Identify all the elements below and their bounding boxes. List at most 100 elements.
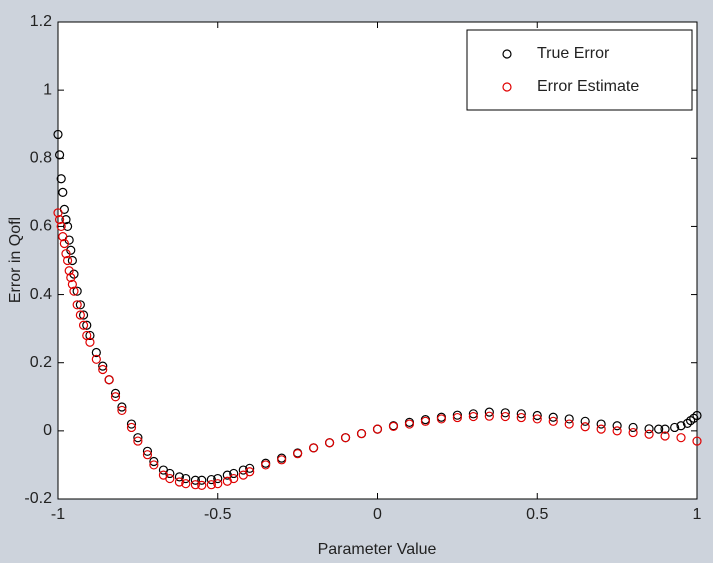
data-point	[85, 330, 95, 341]
data-point	[75, 310, 85, 320]
x-tick-label: -0.5	[204, 506, 232, 523]
data-point	[165, 473, 175, 484]
data-point	[78, 310, 89, 320]
data-point	[66, 272, 76, 283]
data-point	[58, 187, 68, 197]
data-point	[206, 474, 216, 485]
data-point	[644, 424, 654, 434]
y-tick-label: 0.6	[30, 218, 52, 235]
legend-marker	[502, 49, 512, 59]
data-point	[484, 411, 494, 421]
data-point	[564, 414, 574, 424]
x-tick-label: 0.5	[526, 506, 548, 523]
data-point	[245, 463, 255, 473]
legend-marker	[502, 82, 512, 92]
data-point	[61, 249, 71, 259]
data-point	[660, 431, 670, 441]
data-point	[388, 421, 399, 432]
data-point	[468, 409, 478, 419]
data-point	[420, 416, 431, 426]
data-point	[142, 446, 153, 456]
data-point	[452, 410, 462, 420]
data-point	[654, 424, 664, 434]
data-point	[142, 450, 153, 460]
data-point	[62, 255, 73, 266]
data-point	[229, 473, 239, 484]
data-point	[692, 410, 702, 421]
data-point	[133, 436, 143, 446]
data-point	[628, 422, 638, 433]
data-point	[174, 472, 185, 482]
data-point	[53, 129, 63, 140]
data-point	[660, 424, 670, 434]
data-point	[682, 418, 693, 428]
data-point	[548, 412, 558, 422]
data-point	[64, 266, 74, 276]
data-point	[689, 413, 699, 423]
data-point	[261, 460, 271, 470]
data-point	[62, 221, 73, 232]
data-point	[676, 433, 686, 443]
data-point	[293, 449, 303, 459]
data-point	[628, 427, 638, 438]
data-point	[165, 468, 175, 479]
data-point	[98, 364, 108, 375]
data-point	[340, 433, 351, 443]
y-tick-label: 1.2	[30, 13, 52, 30]
data-point	[149, 460, 159, 470]
data-point	[404, 419, 415, 429]
data-point	[564, 419, 574, 429]
data-point	[676, 421, 686, 431]
data-point	[67, 255, 77, 266]
data-point	[372, 424, 383, 434]
data-point	[85, 337, 95, 347]
data-point	[245, 467, 255, 477]
data-point	[213, 479, 223, 489]
data-point	[596, 419, 606, 429]
y-tick-label: 0.4	[30, 286, 52, 303]
data-point	[670, 422, 680, 433]
y-tick-label: 0	[43, 422, 52, 439]
data-point	[356, 428, 367, 439]
data-point	[692, 436, 702, 446]
data-point	[56, 221, 66, 232]
data-point	[516, 409, 526, 419]
data-point	[213, 473, 223, 484]
data-point	[644, 429, 654, 439]
data-point	[78, 320, 89, 330]
x-axis-label: Parameter Value	[318, 541, 437, 558]
x-tick-label: 0	[373, 506, 382, 523]
data-point	[548, 416, 558, 426]
y-tick-label: -0.2	[24, 490, 52, 507]
data-point	[53, 208, 63, 218]
data-point	[61, 215, 71, 225]
data-point	[149, 456, 159, 467]
legend-box	[466, 29, 693, 111]
data-point	[190, 475, 200, 485]
data-point	[197, 475, 207, 485]
data-point	[324, 438, 335, 448]
data-point	[58, 232, 68, 242]
data-point	[181, 479, 191, 489]
data-point	[56, 174, 66, 184]
data-point	[309, 443, 319, 453]
data-point	[229, 468, 239, 479]
data-point	[500, 408, 510, 418]
data-point	[532, 414, 542, 424]
data-point	[612, 426, 622, 436]
data-point	[110, 392, 121, 402]
data-point	[238, 465, 248, 475]
data-point	[174, 477, 185, 487]
y-tick-label: 1	[43, 81, 52, 98]
data-point	[452, 412, 462, 423]
y-tick-label: 0.2	[30, 354, 52, 371]
data-point	[133, 433, 143, 443]
y-axis-label: Error in Qofl	[7, 217, 24, 303]
data-point	[206, 480, 216, 490]
data-point	[500, 411, 510, 422]
data-point	[612, 421, 622, 431]
data-point	[596, 424, 606, 434]
data-point	[117, 405, 127, 416]
